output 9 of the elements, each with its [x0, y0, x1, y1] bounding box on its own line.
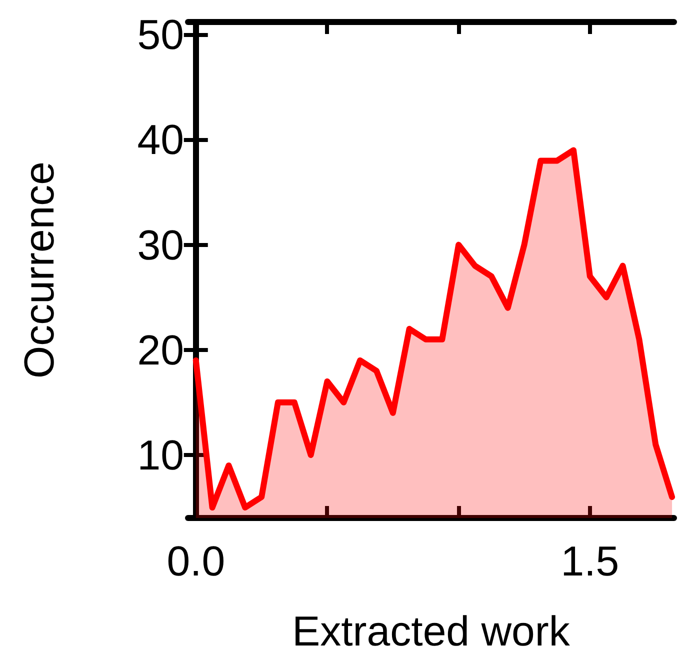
y-tick-label: 20	[137, 326, 184, 374]
y-tick-label: 50	[137, 11, 184, 58]
x-axis-title: Extracted work	[292, 608, 571, 654]
x-tick-label: 1.5	[560, 538, 620, 584]
y-tick-label: 30	[137, 221, 184, 268]
y-axis-title: Occurrence	[16, 161, 62, 379]
y-tick-label: 10	[137, 431, 184, 478]
y-tick-label: 40	[137, 116, 184, 164]
x-tick-label: 0.0	[166, 538, 226, 584]
